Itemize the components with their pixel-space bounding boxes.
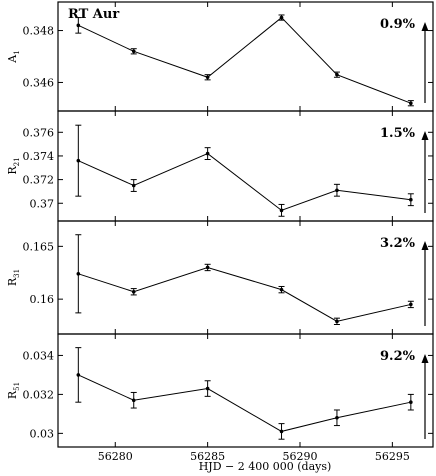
y-axis-label: R21 bbox=[6, 157, 21, 174]
y-tick-label: 0.374 bbox=[23, 150, 55, 163]
percent-label: 1.5% bbox=[380, 126, 416, 141]
data-point bbox=[76, 272, 81, 276]
arrow-head-icon bbox=[421, 22, 429, 31]
series-line bbox=[78, 266, 411, 322]
data-point bbox=[76, 23, 81, 28]
star-name-label: RT Aur bbox=[68, 7, 119, 22]
x-tick-label: 56285 bbox=[190, 450, 225, 463]
data-point bbox=[205, 151, 210, 156]
y-tick-label: 0.034 bbox=[23, 349, 55, 362]
y-axis-label: R31 bbox=[6, 269, 21, 286]
shared-x-axis: 56280 56285 56290 56295 bbox=[98, 450, 410, 463]
series-line bbox=[78, 153, 411, 211]
x-tick-label: 56280 bbox=[98, 450, 133, 463]
data-point bbox=[409, 400, 413, 404]
arrow-head-icon bbox=[421, 354, 429, 363]
data-point bbox=[279, 429, 284, 434]
data-point bbox=[131, 289, 136, 294]
data-point bbox=[335, 188, 339, 193]
data-point bbox=[76, 158, 81, 163]
data-point bbox=[409, 101, 413, 106]
series-line bbox=[78, 374, 411, 432]
panel-2: 0.37 0.372 0.374 0.376 R21 1.5% bbox=[6, 110, 434, 222]
y-axis-label: R51 bbox=[6, 382, 21, 399]
data-point bbox=[279, 208, 284, 213]
y-axis-label: A1 bbox=[6, 50, 21, 63]
data-point bbox=[409, 197, 413, 202]
data-point bbox=[131, 49, 136, 54]
y-tick-label: 0.372 bbox=[23, 174, 55, 187]
x-tick-label: 56290 bbox=[282, 450, 317, 463]
y-tick-label: 0.032 bbox=[23, 388, 55, 401]
data-point bbox=[205, 265, 210, 270]
x-axis-label: HJD − 2 400 000 (days) bbox=[199, 460, 332, 473]
y-tick-label: 0.16 bbox=[30, 293, 55, 306]
data-point bbox=[335, 72, 339, 77]
panel-frame bbox=[57, 220, 434, 335]
data-point bbox=[335, 415, 339, 420]
data-point bbox=[279, 287, 284, 292]
data-point bbox=[205, 386, 210, 391]
series-line bbox=[78, 16, 412, 104]
y-tick-label: 0.03 bbox=[30, 427, 55, 440]
data-point bbox=[205, 75, 210, 80]
data-point bbox=[409, 302, 413, 307]
y-tick-label: 0.37 bbox=[30, 197, 55, 210]
panel-frame bbox=[57, 333, 434, 448]
x-tick-label: 56295 bbox=[375, 450, 410, 463]
data-point bbox=[131, 398, 136, 403]
percent-label: 3.2% bbox=[380, 236, 416, 251]
y-tick-label: 0.348 bbox=[23, 25, 55, 38]
panel-frame bbox=[57, 110, 434, 222]
y-tick-label: 0.376 bbox=[23, 126, 55, 139]
arrow-head-icon bbox=[421, 241, 429, 250]
panel-4: 0.03 0.032 0.034 R51 9.2% bbox=[6, 333, 434, 448]
percent-label: 9.2% bbox=[380, 349, 416, 364]
percent-label: 0.9% bbox=[380, 17, 416, 32]
arrow-head-icon bbox=[421, 131, 429, 140]
data-point bbox=[279, 15, 284, 20]
y-tick-label: 0.165 bbox=[23, 240, 55, 253]
data-point bbox=[335, 319, 339, 324]
panel-3: 0.16 0.165 R31 3.2% bbox=[6, 220, 434, 335]
data-point bbox=[76, 373, 81, 377]
data-point bbox=[131, 183, 136, 188]
y-tick-label: 0.346 bbox=[23, 76, 55, 89]
